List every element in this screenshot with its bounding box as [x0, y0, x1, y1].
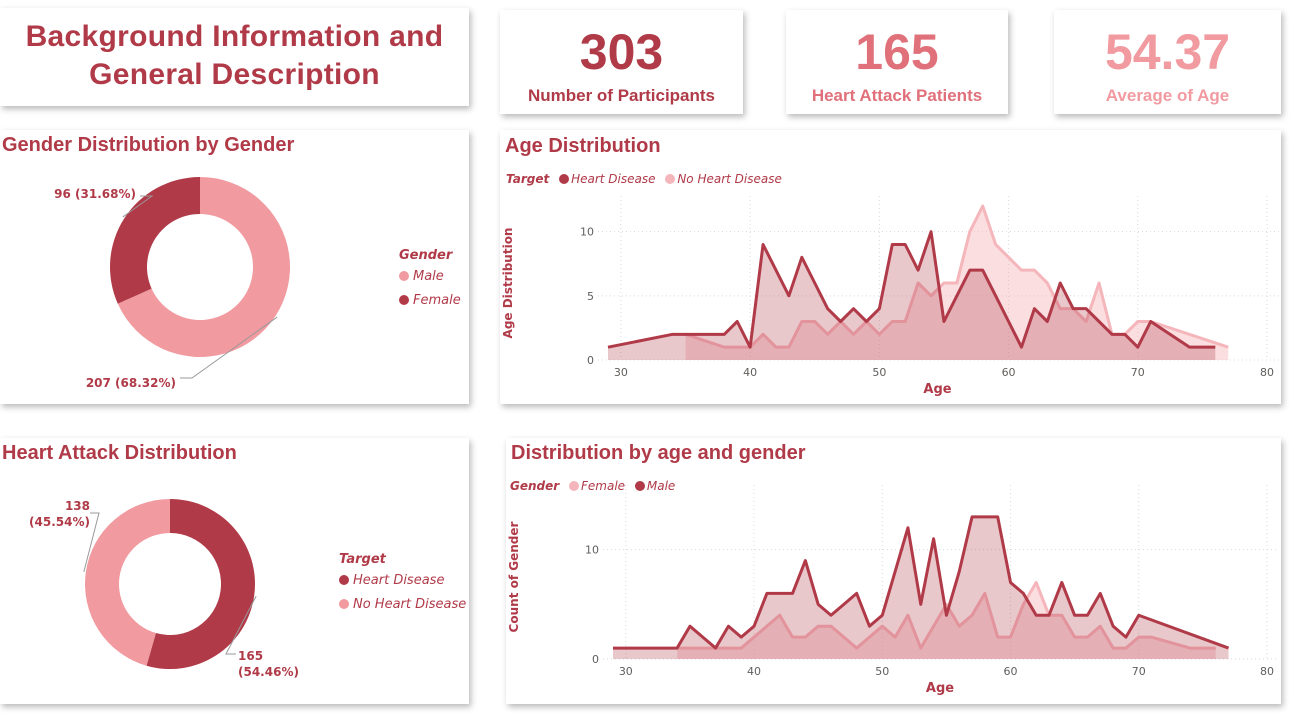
x-tick-label: 80 — [1260, 366, 1274, 379]
donut-leader-no-heart-disease — [83, 512, 100, 572]
legend-label-female-2: Female — [581, 479, 626, 493]
kpi-heart-attack-card: 165 Heart Attack Patients — [786, 10, 1008, 114]
area-fill-female — [677, 582, 1216, 659]
legend-item-heart-disease-2[interactable]: Heart Disease — [339, 573, 466, 588]
donut-slice-heart-disease — [146, 499, 255, 669]
y-tick-label: 10 — [580, 226, 594, 239]
legend-item-female-2[interactable]: Female — [563, 479, 625, 493]
page-title-line-1: Background Information and — [25, 20, 444, 53]
age-gender-distribution-title: Distribution by age and gender — [511, 442, 806, 464]
legend-item-male-2[interactable]: Male — [629, 479, 675, 493]
legend-item-no-heart-disease[interactable]: No Heart Disease — [659, 172, 782, 186]
y-tick-label: 5 — [587, 290, 594, 303]
legend-label-heart-disease-2: Heart Disease — [353, 573, 445, 588]
legend-label-male-2: Male — [646, 479, 676, 493]
donut-data-label-no-heart-disease: (45.54%) — [29, 515, 90, 529]
y-axis-title: Count of Gender — [507, 521, 521, 632]
x-tick-label: 60 — [1002, 366, 1016, 379]
donut-leader-male — [180, 316, 278, 379]
area-fill-heart-disease — [608, 231, 1216, 360]
age-gender-legend: Gender Female Male — [510, 479, 675, 493]
x-tick-label: 80 — [1260, 665, 1274, 678]
legend-dot-no-heart-disease — [665, 174, 676, 184]
series-line-no-heart-disease — [685, 204, 1229, 349]
area-fill-male — [613, 516, 1229, 659]
donut-slice-female — [109, 177, 200, 304]
legend-dot-no-heart-disease-2 — [339, 599, 349, 609]
x-axis-title: Age — [926, 681, 954, 696]
donut-data-label-heart-disease: (54.46%) — [238, 665, 299, 679]
age-gender-area-chart: 30 40 50 60 70 80 0 10 Age Count of Gender — [507, 485, 1279, 696]
age-gender-distribution-card: Distribution by age and gender Gender Fe… — [506, 438, 1281, 704]
y-tick-label: 0 — [587, 354, 594, 367]
x-axis-title: Age — [923, 382, 951, 397]
gender-legend: Gender Male Female — [399, 248, 461, 317]
donut-data-label-heart-disease: 165 — [238, 649, 263, 663]
y-tick-label: 0 — [592, 653, 599, 666]
legend-label-female: Female — [413, 293, 461, 308]
x-tick-label: 40 — [743, 366, 757, 379]
kpi-average-age-card: 54.37 Average of Age — [1054, 10, 1281, 114]
series-line-male — [613, 515, 1230, 650]
age-gender-legend-title: Gender — [510, 479, 560, 493]
legend-dot-male — [399, 271, 409, 281]
kpi-participants-label: Number of Participants — [527, 86, 716, 105]
legend-item-female[interactable]: Female — [399, 293, 461, 308]
kpi-average-age-value: 54.37 — [1104, 24, 1231, 80]
age-distribution-card: Age Distribution Target Heart Disease No… — [500, 130, 1281, 404]
donut-leader-heart-disease — [225, 595, 257, 655]
x-tick-label: 30 — [614, 366, 628, 379]
legend-label-no-heart-disease: No Heart Disease — [677, 172, 782, 186]
age-distribution-title: Age Distribution — [505, 135, 661, 157]
donut-data-label-male: 207 (68.32%) — [86, 376, 176, 390]
legend-label-no-heart-disease-2: No Heart Disease — [353, 597, 467, 612]
legend-label-heart-disease: Heart Disease — [571, 172, 656, 186]
legend-label-male: Male — [413, 269, 444, 284]
page-title-line-2: General Description — [89, 58, 380, 91]
kpi-participants-card: 303 Number of Participants — [500, 10, 743, 114]
title-card: Background Information and General Descr… — [0, 8, 469, 106]
y-tick-label: 10 — [585, 544, 599, 557]
age-distribution-area-chart: 30 40 50 60 70 80 0 5 10 Age Age Distribution — [501, 196, 1279, 397]
donut-data-label-female: 96 (31.68%) — [54, 187, 136, 201]
gender-legend-title: Gender — [399, 248, 453, 263]
legend-dot-female — [399, 295, 409, 305]
series-line-female — [677, 580, 1216, 650]
y-axis-title: Age Distribution — [501, 228, 515, 339]
heart-attack-donut-chart: 165 (54.46%) 138 (45.54%) — [29, 499, 299, 679]
legend-item-no-heart-disease-2[interactable]: No Heart Disease — [339, 597, 466, 612]
legend-dot-female-2 — [569, 481, 580, 491]
legend-item-heart-disease[interactable]: Heart Disease — [553, 172, 656, 186]
page-title: Background Information and General Descr… — [0, 18, 469, 94]
donut-data-label-no-heart-disease: 138 — [65, 499, 90, 513]
heart-attack-legend: Target Heart Disease No Heart Disease — [339, 552, 466, 621]
x-tick-label: 60 — [1004, 665, 1018, 678]
x-tick-label: 70 — [1132, 665, 1146, 678]
donut-slice-no-heart-disease — [84, 499, 170, 666]
gender-donut-chart: 207 (68.32%) 96 (31.68%) — [54, 177, 290, 390]
donut-leader-female — [122, 195, 154, 218]
heart-attack-distribution-title: Heart Attack Distribution — [2, 442, 237, 464]
kpi-participants-value: 303 — [579, 24, 664, 80]
heart-attack-distribution-card: Heart Attack Distribution 165 (54.46%) 138… — [0, 438, 469, 704]
legend-dot-male-2 — [634, 481, 645, 491]
kpi-heart-attack-value: 165 — [855, 24, 939, 80]
gender-distribution-title: Gender Distribution by Gender — [2, 134, 295, 156]
donut-slice-male — [117, 177, 290, 357]
x-tick-label: 40 — [747, 665, 761, 678]
series-line-heart-disease — [607, 230, 1216, 349]
x-tick-label: 50 — [875, 665, 889, 678]
age-legend-title: Target — [506, 172, 550, 186]
heart-attack-legend-title: Target — [339, 552, 386, 567]
kpi-average-age-label: Average of Age — [1105, 86, 1230, 105]
legend-dot-heart-disease-2 — [339, 575, 349, 585]
age-distribution-legend: Target Heart Disease No Heart Disease — [506, 172, 782, 186]
legend-item-male[interactable]: Male — [399, 269, 461, 284]
legend-dot-heart-disease — [559, 174, 570, 184]
x-tick-label: 30 — [619, 665, 633, 678]
x-tick-label: 70 — [1131, 366, 1145, 379]
x-tick-label: 50 — [872, 366, 886, 379]
kpi-heart-attack-label: Heart Attack Patients — [811, 86, 983, 105]
gender-distribution-card: Gender Distribution by Gender 207 (68.32… — [0, 130, 469, 404]
